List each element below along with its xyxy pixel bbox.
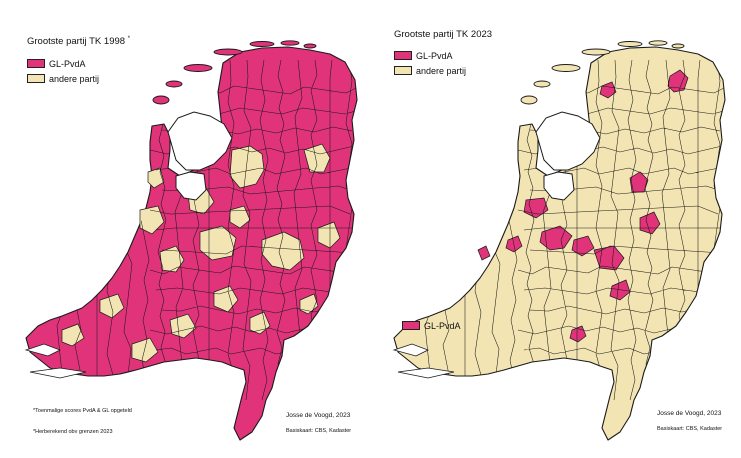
map-title-1998: Grootste partij TK 1998 * <box>27 36 131 48</box>
wadden-island <box>551 64 581 72</box>
estuary-water <box>392 343 429 357</box>
municipality-region <box>261 231 305 271</box>
legend-swatch-gl-pvda <box>27 59 45 68</box>
wadden-island <box>671 43 685 49</box>
legend-1998: GL-PvdA andere partij <box>27 57 99 87</box>
legend-item-gl-pvda: GL-PvdA <box>394 49 466 62</box>
municipality-region <box>317 221 341 249</box>
legend-item-andere-partij: andere partij <box>27 72 99 85</box>
inset-legend-swatch-gl-pvda <box>402 321 420 330</box>
wadden-island <box>213 48 243 56</box>
map-panel-2023: Grootste partij TK 2023 GL-PvdA andere p… <box>370 0 741 458</box>
netherlands-map-2023 <box>392 40 726 441</box>
wadden-island <box>303 43 317 49</box>
lake-water <box>175 171 207 201</box>
wadden-island <box>280 40 300 46</box>
municipality-region <box>99 293 125 319</box>
wadden-island <box>520 95 538 105</box>
municipality-region <box>599 81 617 99</box>
wadden-island <box>183 64 213 72</box>
municipality-region <box>477 245 491 261</box>
estuary-water <box>24 343 61 357</box>
lake-water <box>167 111 233 171</box>
municipality-region <box>571 235 595 257</box>
wadden-island <box>581 48 611 56</box>
wadden-island <box>152 95 170 105</box>
netherlands-map-1998 <box>24 40 358 441</box>
municipality-region <box>229 205 251 229</box>
wadden-island <box>165 80 183 88</box>
municipality-region <box>249 311 271 335</box>
estuary-water <box>397 367 455 379</box>
lake-water <box>543 171 575 201</box>
legend-swatch-andere-partij <box>27 74 45 83</box>
legend-item-andere-partij: andere partij <box>394 64 466 77</box>
estuary-water <box>29 367 87 379</box>
source-credit-1998: Basiskaart: CBS, Kadaster <box>286 428 352 434</box>
author-credit-2023: Josse de Voogd, 2023 <box>657 410 722 417</box>
wadden-island <box>249 41 275 47</box>
lake-water <box>535 111 601 171</box>
map-panel-1998: Grootste partij TK 1998 * GL-PvdA andere… <box>0 0 370 458</box>
wadden-island <box>648 40 668 46</box>
legend-swatch-andere-partij <box>394 66 412 75</box>
inset-legend-item-gl-pvda: GL-PvdA <box>402 319 461 332</box>
municipality-region <box>147 167 165 189</box>
wadden-island <box>617 41 643 47</box>
author-credit-1998: Josse de Voogd, 2023 <box>286 412 351 419</box>
municipality-region <box>139 205 165 235</box>
municipality-region <box>629 171 649 193</box>
footnote-scores: *Toenmalige scores PvdA & GL opgeteld <box>33 408 132 414</box>
legend-2023: GL-PvdA andere partij <box>394 49 466 79</box>
wadden-island <box>533 80 551 88</box>
municipality-region <box>667 69 689 93</box>
legend-swatch-gl-pvda <box>394 51 412 60</box>
footnote-grenzen: *Herberekend obv grenzen 2023 <box>33 429 113 435</box>
netherlands-outline <box>25 46 358 441</box>
municipality-region <box>61 323 85 347</box>
municipality-region <box>159 245 185 273</box>
legend-item-gl-pvda: GL-PvdA <box>27 57 99 70</box>
municipality-region <box>609 279 631 301</box>
inset-legend-2023: GL-PvdA <box>402 319 461 334</box>
map-title-2023: Grootste partij TK 2023 <box>394 29 493 40</box>
source-credit-2023: Basiskaart: CBS, Kadaster <box>657 426 723 432</box>
